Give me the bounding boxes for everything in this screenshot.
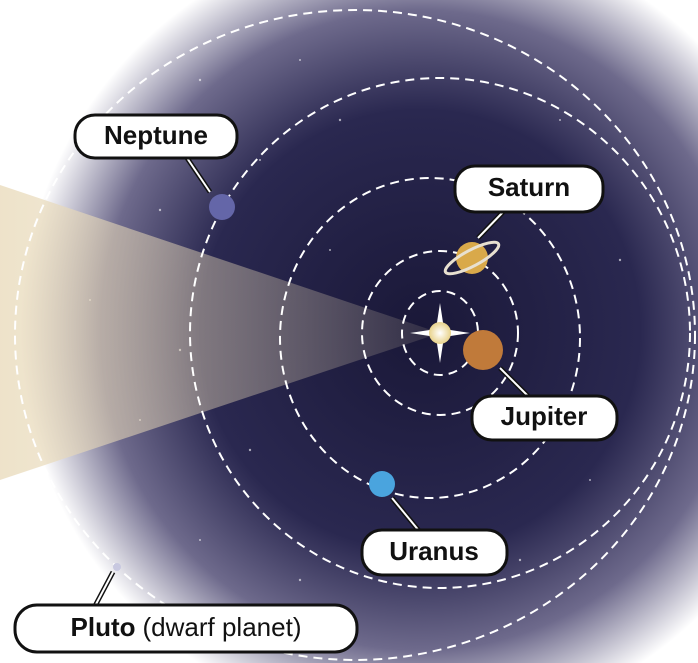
saturn-label: Saturn: [488, 172, 570, 202]
label-box: [73, 113, 239, 160]
sun: [410, 303, 470, 363]
orbit: [14, 9, 696, 661]
pluto-label: Pluto (dwarf planet): [71, 612, 302, 642]
label-box: [13, 603, 359, 654]
uranus-label: Uranus: [389, 536, 479, 566]
label-box: [453, 164, 605, 214]
label-box: [470, 394, 619, 442]
orbit: [189, 77, 691, 589]
orbit: [361, 250, 519, 416]
neptune-planet: [209, 194, 235, 220]
jupiter-label: Jupiter: [501, 401, 588, 431]
pluto-planet: [113, 563, 121, 571]
uranus-planet: [369, 471, 395, 497]
neptune-label: Neptune: [104, 120, 208, 150]
jupiter-planet: [463, 330, 503, 370]
stars: [38, 39, 622, 582]
orbit: [279, 177, 581, 499]
pluto-name: Pluto: [71, 612, 136, 642]
light-cone: [0, 185, 440, 480]
saturn-planet: [443, 240, 501, 276]
pointers: [92, 153, 532, 608]
pluto-note: (dwarf planet): [143, 612, 302, 642]
label-box: [360, 528, 509, 577]
